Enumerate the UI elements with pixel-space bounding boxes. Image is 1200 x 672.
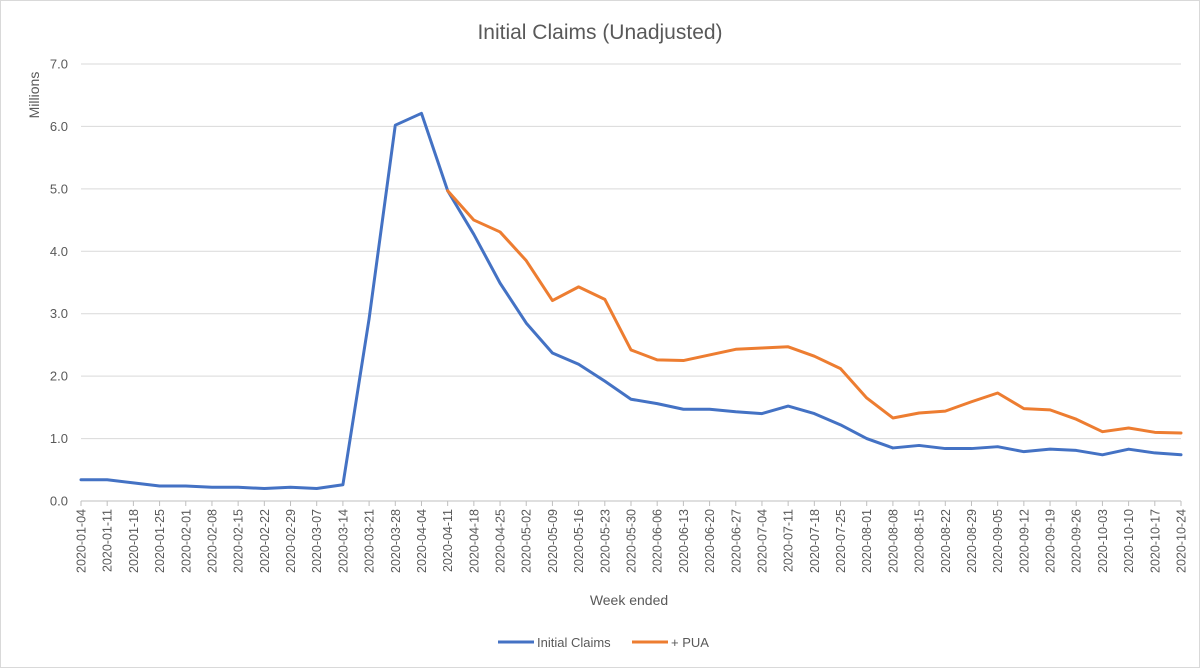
x-tick-label: 2020-05-02 xyxy=(520,509,534,573)
legend-label: + PUA xyxy=(671,635,709,650)
series-line-2 xyxy=(446,189,1183,435)
y-tick-label: 3.0 xyxy=(50,306,68,321)
x-tick-label: 2020-08-29 xyxy=(965,509,979,573)
series-line-1 xyxy=(79,111,1183,491)
x-tick-label: 2020-08-15 xyxy=(913,509,927,573)
x-tick-label: 2020-03-21 xyxy=(363,509,377,573)
x-tick-label: 2020-06-27 xyxy=(729,509,743,573)
x-tick-label: 2020-04-18 xyxy=(467,509,481,573)
gridlines xyxy=(80,63,1182,506)
x-tick-label: 2020-10-10 xyxy=(1122,509,1136,573)
x-tick-label: 2020-04-04 xyxy=(415,509,429,573)
y-tick-label: 6.0 xyxy=(50,119,68,134)
y-tick-label: 5.0 xyxy=(50,181,68,196)
x-tick-label: 2020-09-12 xyxy=(1017,509,1031,573)
x-tick-label: 2020-03-14 xyxy=(336,509,350,573)
x-tick-label: 2020-07-11 xyxy=(782,509,796,572)
series-lines xyxy=(79,111,1183,491)
x-tick-label: 2020-08-08 xyxy=(886,509,900,573)
x-tick-label: 2020-08-01 xyxy=(860,509,874,573)
y-tick-label: 0.0 xyxy=(50,494,68,509)
x-tick-label: 2020-02-15 xyxy=(232,509,246,573)
x-tick-label: 2020-05-09 xyxy=(546,509,560,573)
x-tick-label: 2020-02-01 xyxy=(179,509,193,573)
x-tick-label: 2020-03-28 xyxy=(389,509,403,573)
x-tick-label: 2020-06-06 xyxy=(651,509,665,573)
legend: Initial Claims + PUA xyxy=(498,635,709,650)
x-tick-label: 2020-05-16 xyxy=(572,509,586,573)
x-tick-label: 2020-09-19 xyxy=(1044,509,1058,573)
x-tick-label: 2020-07-04 xyxy=(755,509,769,573)
x-tick-label: 2020-04-25 xyxy=(494,509,508,573)
x-tick-label: 2020-09-26 xyxy=(1070,509,1084,573)
x-tick-label: 2020-05-30 xyxy=(625,509,639,573)
x-tick-label: 2020-10-17 xyxy=(1148,509,1162,573)
legend-label: Initial Claims xyxy=(537,635,611,650)
x-tick-label: 2020-03-07 xyxy=(310,509,324,573)
x-tick-label: 2020-06-20 xyxy=(703,509,717,573)
x-tick-label: 2020-02-08 xyxy=(205,509,219,573)
x-tick-labels: 2020-01-04 2020-01-11 2020-01-18 2020-01-25… xyxy=(75,509,1189,573)
x-tick-label: 2020-09-05 xyxy=(991,509,1005,573)
x-tick-label: 2020-05-23 xyxy=(598,509,612,573)
x-tick-label: 2020-01-18 xyxy=(127,509,141,573)
y-tick-labels: 0.0 1.0 2.0 3.0 4.0 5.0 6.0 7.0 xyxy=(50,57,68,509)
x-axis-title: Week ended xyxy=(590,592,668,608)
x-tick-label: 2020-07-18 xyxy=(808,509,822,573)
chart-title: Initial Claims (Unadjusted) xyxy=(477,21,722,44)
y-tick-label: 1.0 xyxy=(50,431,68,446)
x-tick-label: 2020-01-25 xyxy=(153,509,167,573)
y-tick-label: 7.0 xyxy=(50,57,68,72)
x-tick-label: 2020-02-22 xyxy=(258,509,272,573)
x-tick-label: 2020-06-13 xyxy=(677,509,691,573)
x-tick-label: 2020-07-25 xyxy=(834,509,848,573)
y-axis-title: Millions xyxy=(26,72,42,119)
x-tick-label: 2020-08-22 xyxy=(939,509,953,573)
y-tick-label: 4.0 xyxy=(50,244,68,259)
x-tick-label: 2020-04-11 xyxy=(441,509,455,572)
x-tick-label: 2020-02-29 xyxy=(284,509,298,573)
x-tick-label: 2020-10-03 xyxy=(1096,509,1110,573)
x-tick-label: 2020-01-11 xyxy=(101,509,115,572)
x-tick-label: 2020-01-04 xyxy=(75,509,89,573)
y-tick-label: 2.0 xyxy=(50,369,68,384)
x-tick-label: 2020-10-24 xyxy=(1175,509,1189,573)
